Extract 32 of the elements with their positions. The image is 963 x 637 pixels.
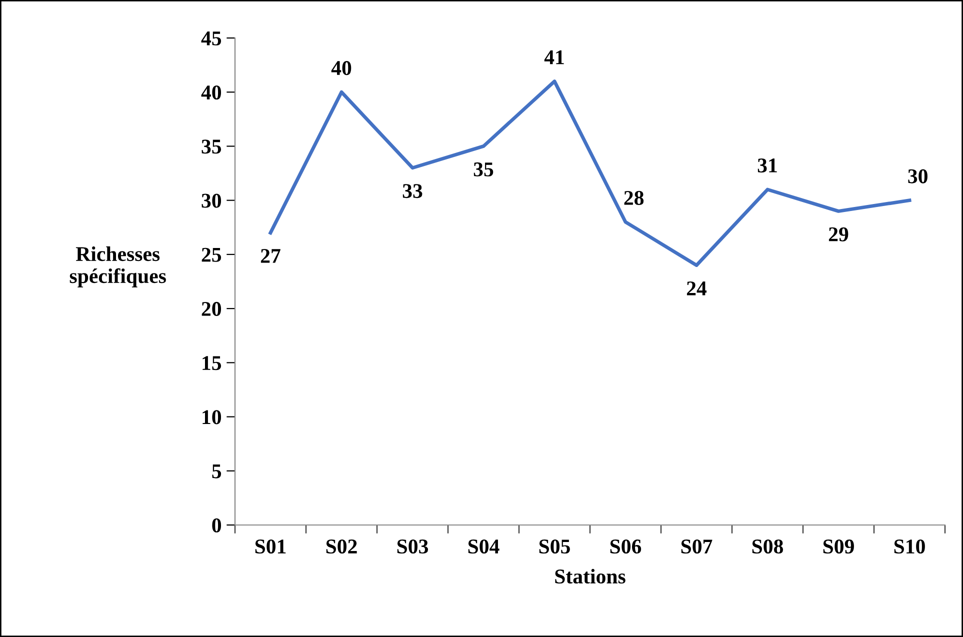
x-tick-label: S09 (823, 539, 854, 554)
x-tick-label: S05 (539, 539, 570, 554)
y-tick-label: 45 (201, 32, 222, 46)
x-tick-label: S06 (610, 539, 642, 554)
x-tick-label: S03 (397, 539, 428, 554)
x-axis-title: Stations (555, 568, 626, 584)
x-tick-label: S02 (326, 539, 357, 554)
y-tick-label: 0 (212, 518, 222, 532)
y-tick-label: 30 (202, 194, 222, 208)
data-label: 31 (758, 158, 777, 173)
data-label: 40 (331, 61, 352, 76)
y-tick-label: 25 (202, 248, 222, 262)
data-label: 27 (260, 249, 280, 263)
x-tick-label: S01 (255, 539, 286, 554)
y-tick-label: 5 (212, 464, 222, 478)
data-label: 30 (908, 169, 928, 184)
y-tick-label: 10 (202, 410, 222, 424)
y-tick-label: 40 (201, 85, 222, 100)
data-label: 24 (686, 281, 707, 296)
y-tick-label: 20 (202, 302, 222, 316)
data-label: 41 (544, 50, 564, 64)
x-tick-label: S10 (894, 539, 925, 554)
data-label: 35 (474, 162, 494, 176)
data-label: 28 (624, 190, 644, 205)
data-label: 33 (402, 184, 422, 198)
y-tick-label: 35 (202, 140, 222, 154)
y-tick-label: 15 (202, 356, 222, 370)
x-tick-label: S08 (752, 539, 784, 554)
x-tick-label: S04 (468, 539, 500, 554)
x-tick-label: S07 (681, 539, 712, 554)
y-axis-title: Richesses spécifiques (70, 246, 166, 288)
data-label: 29 (828, 227, 848, 242)
